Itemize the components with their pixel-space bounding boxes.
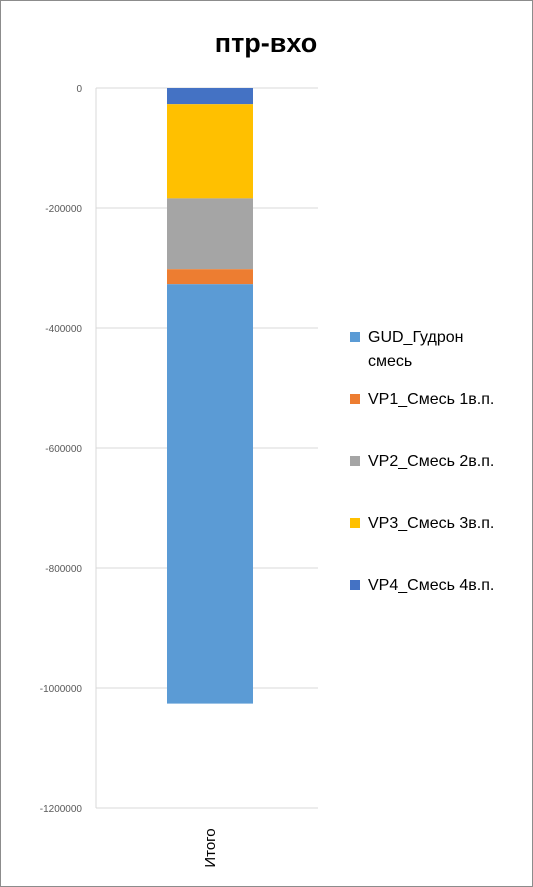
- legend-label: смесь: [368, 353, 412, 370]
- legend-swatch: [350, 394, 360, 404]
- x-category-label: Итого: [202, 828, 219, 867]
- y-tick-label: -1000000: [40, 684, 83, 695]
- legend-label: VP3_Смесь 3в.п.: [368, 515, 494, 532]
- legend-label: VP1_Смесь 1в.п.: [368, 391, 494, 408]
- bar-segment: [167, 88, 253, 105]
- y-axis-ticks: 0 -200000 -400000 -600000 -800000 -1000000 -12…: [40, 84, 83, 815]
- bar-segment: [167, 284, 253, 704]
- y-tick-label: -1200000: [40, 804, 83, 815]
- bar-segment: [167, 269, 253, 285]
- y-tick-label: -400000: [45, 324, 82, 335]
- legend-swatch: [350, 456, 360, 466]
- legend-swatch: [350, 580, 360, 590]
- y-tick-label: -600000: [45, 444, 82, 455]
- bar-segment: [167, 198, 253, 270]
- legend-swatch: [350, 332, 360, 342]
- bar-segment: [167, 104, 253, 199]
- chart-title: птр-вхо: [215, 28, 317, 58]
- legend: GUD_Гудрон смесь VP1_Смесь 1в.п. VP2_Смесь …: [350, 329, 494, 594]
- y-tick-label: -800000: [45, 564, 82, 575]
- y-tick-label: -200000: [45, 204, 82, 215]
- bars: [167, 88, 253, 704]
- legend-label: VP4_Смесь 4в.п.: [368, 577, 494, 594]
- legend-label: GUD_Гудрон: [368, 329, 463, 346]
- legend-label: VP2_Смесь 2в.п.: [368, 453, 494, 470]
- legend-swatch: [350, 518, 360, 528]
- y-tick-label: 0: [76, 84, 82, 95]
- x-axis-categories: Итого: [202, 828, 219, 867]
